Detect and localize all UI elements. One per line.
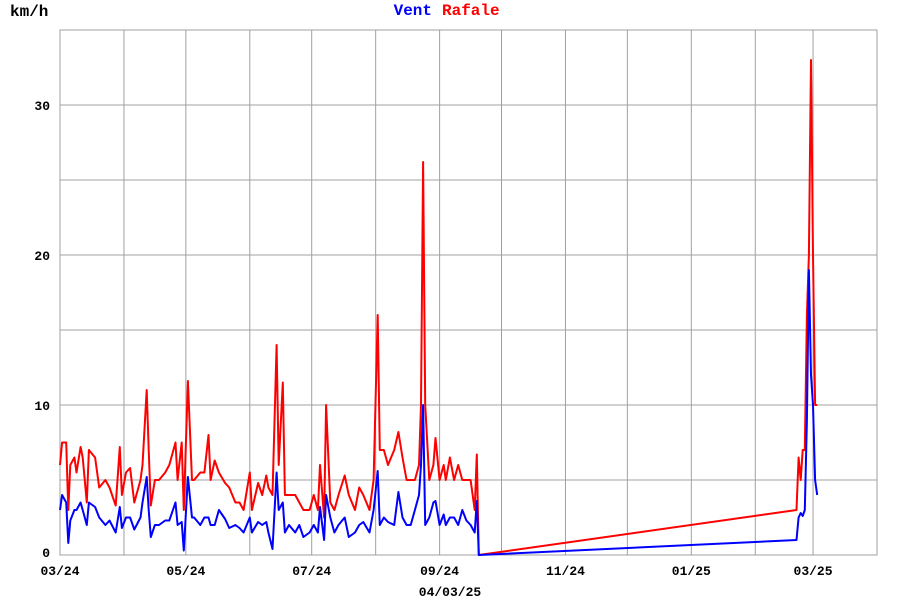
plot-background (59, 29, 878, 556)
rafale-line (59, 59, 818, 556)
x-tick-label: 11/24 (546, 564, 585, 579)
x-axis-label: 04/03/25 (419, 585, 482, 600)
series-lines (59, 59, 819, 556)
x-tick-labels: 03/24 05/24 07/24 09/24 11/24 01/25 03/25 (40, 564, 832, 579)
vent-line (59, 269, 819, 556)
x-tick-label: 03/25 (794, 564, 833, 579)
y-tick-labels: 0 10 20 30 (34, 99, 50, 561)
y-tick-label: 30 (34, 99, 50, 114)
legend-rafale: Rafale (442, 2, 500, 20)
x-tick-label: 07/24 (292, 564, 331, 579)
x-tick-label: 01/25 (672, 564, 711, 579)
y-axis-label: km/h (10, 3, 48, 21)
x-tick-label: 09/24 (420, 564, 459, 579)
x-tick-label: 03/24 (40, 564, 79, 579)
x-tick-label: 05/24 (166, 564, 205, 579)
y-tick-label: 20 (34, 249, 50, 264)
y-tick-label: 0 (42, 546, 50, 561)
y-tick-label: 10 (34, 399, 50, 414)
legend-vent: Vent (394, 2, 432, 20)
